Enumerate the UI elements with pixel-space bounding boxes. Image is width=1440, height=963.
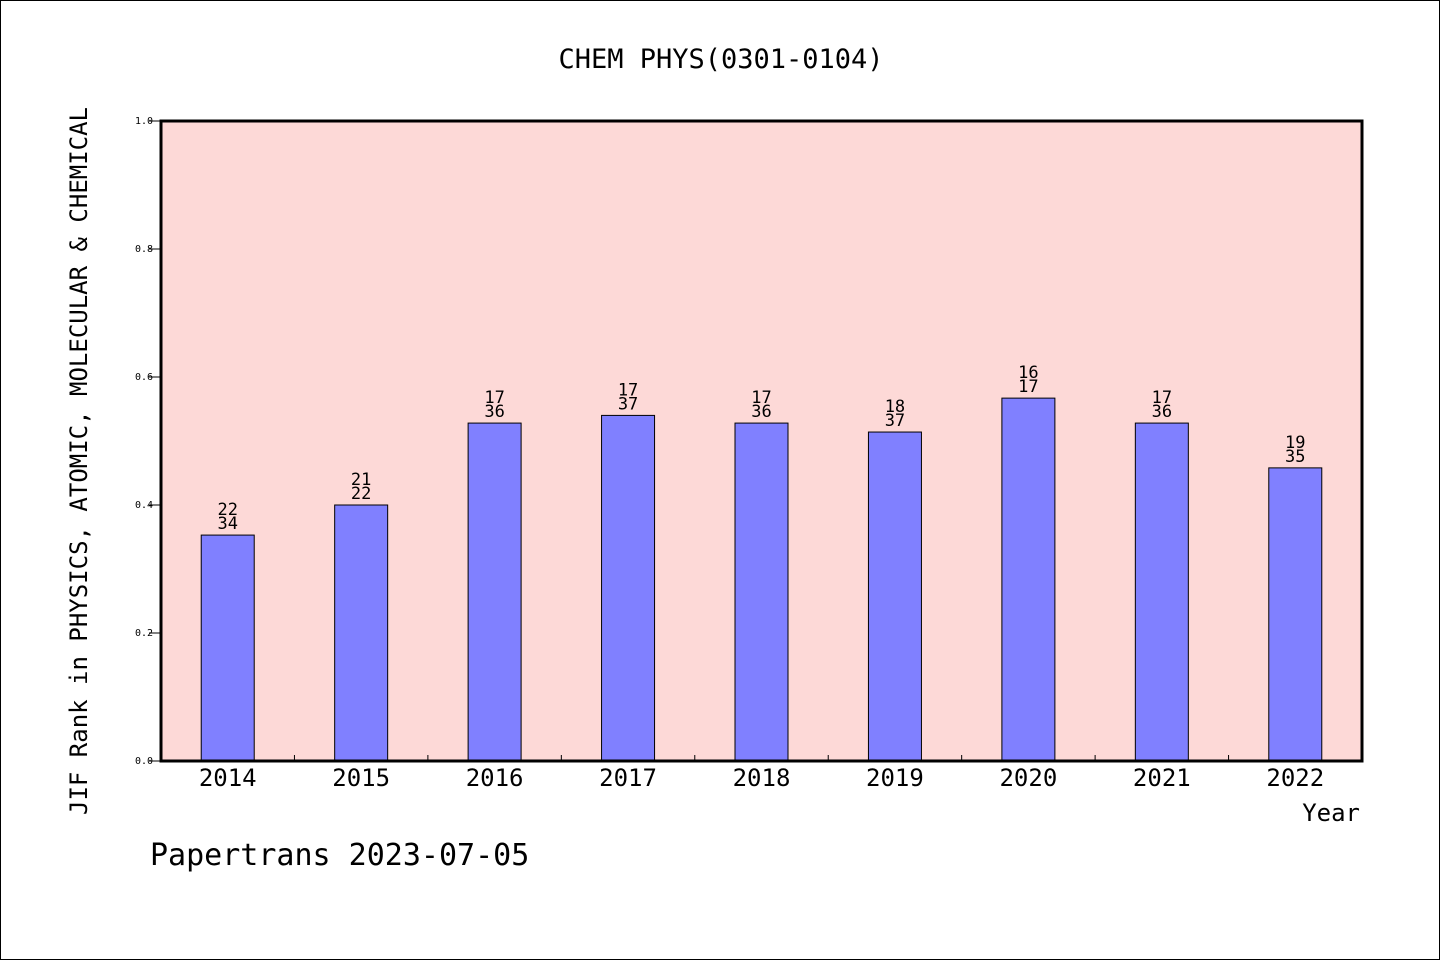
- bar-2021: [1134, 422, 1189, 762]
- bar-2015: [334, 504, 389, 762]
- bar-label-bottom: 36: [751, 402, 771, 422]
- bar-label-bottom: 35: [1285, 447, 1305, 467]
- plot-border: [159, 119, 1364, 763]
- y-tick-label: 0.6: [135, 372, 153, 383]
- bar-label-top: 16: [1018, 363, 1038, 383]
- bar-2017: [601, 414, 656, 762]
- bar-2018: [734, 422, 789, 762]
- x-tick-label: 2019: [866, 764, 924, 792]
- x-tick-label: 2022: [1266, 764, 1324, 792]
- x-tick-label: 2016: [466, 764, 524, 792]
- bar-label-top: 21: [351, 470, 371, 490]
- bar-2022: [1268, 467, 1323, 762]
- y-axis-ticks: 0.0 0.2 0.4 0.6 0.8 1.0: [135, 116, 161, 767]
- bar-label-top: 17: [1152, 388, 1172, 408]
- x-axis-label: Year: [1302, 799, 1360, 827]
- bar-label-bottom: 22: [351, 484, 371, 504]
- bar-label-top: 17: [618, 380, 638, 400]
- x-tick-label: 2021: [1133, 764, 1191, 792]
- bar-label-top: 18: [885, 397, 905, 417]
- bar-2014: [200, 534, 255, 762]
- bar-label-bottom: 36: [484, 402, 504, 422]
- bars-group: [200, 397, 1323, 762]
- bar-2016: [467, 422, 522, 762]
- x-tick-label: 2017: [599, 764, 657, 792]
- bar-label-bottom: 37: [618, 394, 638, 414]
- bar-label-top: 17: [484, 388, 504, 408]
- bar-label-bottom: 37: [885, 411, 905, 431]
- y-axis-label: JIF Rank in PHYSICS, ATOMIC, MOLECULAR &…: [65, 107, 93, 815]
- x-tick-label: 2020: [999, 764, 1057, 792]
- bar-label-bottom: 34: [217, 514, 237, 534]
- x-axis-ticks: 2014 2015 2016 2017 2018 2019 2020 2021 2022: [199, 755, 1324, 792]
- x-tick-label: 2018: [733, 764, 791, 792]
- bar-2019: [867, 431, 922, 762]
- y-tick-label: 0.0: [135, 756, 153, 767]
- bar-label-bottom: 36: [1152, 402, 1172, 422]
- y-tick-label: 0.4: [135, 500, 153, 511]
- bar-label-top: 19: [1285, 433, 1305, 453]
- y-tick-label: 0.8: [135, 244, 153, 255]
- x-tick-label: 2014: [199, 764, 257, 792]
- x-tick-label: 2015: [332, 764, 390, 792]
- y-tick-label: 1.0: [135, 116, 153, 127]
- y-tick-label: 0.2: [135, 628, 153, 639]
- bar-label-top: 22: [217, 500, 237, 520]
- bar-label-top: 17: [751, 388, 771, 408]
- bar-label-bottom: 17: [1018, 377, 1038, 397]
- bar-2020: [1001, 397, 1056, 762]
- footer-credit: Papertrans 2023-07-05: [150, 838, 529, 873]
- chart-title: CHEM PHYS(0301-0104): [558, 44, 883, 75]
